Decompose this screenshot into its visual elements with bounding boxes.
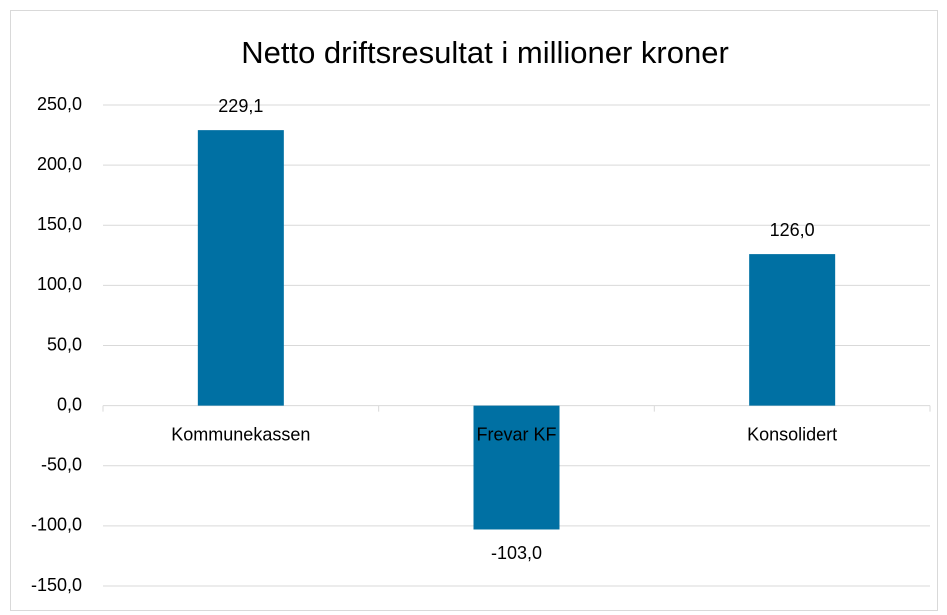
data-label: 229,1	[218, 96, 263, 116]
y-tick-label: -100,0	[31, 515, 82, 535]
bar	[473, 405, 560, 530]
y-tick-label: 200,0	[37, 154, 82, 174]
y-tick-label: 100,0	[37, 274, 82, 294]
y-tick-label: 50,0	[47, 334, 82, 354]
bar	[197, 130, 284, 406]
x-tick-label: Kommunekassen	[171, 424, 310, 444]
data-label: 126,0	[770, 220, 815, 240]
y-tick-label: 250,0	[37, 94, 82, 114]
y-tick-label: -150,0	[31, 575, 82, 595]
chart-title: Netto driftsresultat i millioner kroner	[241, 35, 729, 70]
bar	[749, 254, 836, 406]
data-label: -103,0	[491, 543, 542, 563]
x-tick-label: Frevar KF	[476, 424, 556, 444]
x-tick-label: Konsolidert	[747, 424, 837, 444]
y-tick-label: 0,0	[57, 394, 82, 414]
y-tick-label: 150,0	[37, 214, 82, 234]
y-tick-label: -50,0	[41, 455, 82, 475]
